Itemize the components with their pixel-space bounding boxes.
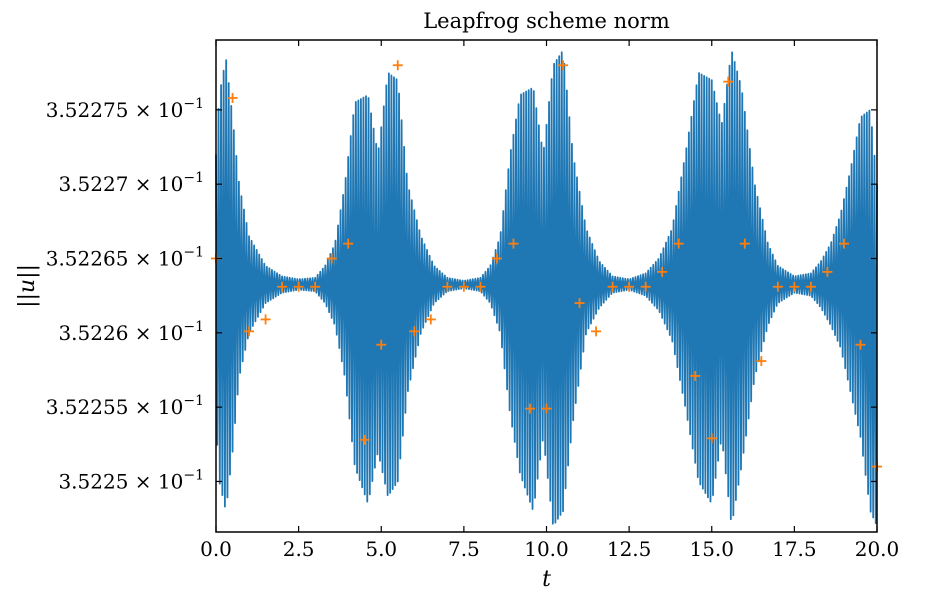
marker-point <box>541 403 552 414</box>
marker-layer <box>211 60 882 472</box>
marker-point <box>260 314 271 325</box>
marker-point <box>293 281 304 292</box>
marker-point <box>376 339 387 350</box>
marker-point <box>690 370 701 381</box>
marker-point <box>855 339 866 350</box>
y-axis-label: ||u|| <box>15 264 40 308</box>
marker-point <box>227 92 238 103</box>
x-tick-label: 5.0 <box>365 537 397 561</box>
marker-point <box>591 326 602 337</box>
marker-point <box>772 281 783 292</box>
x-axis: 0.0 2.5 5.0 7.5 10.0 12.5 15.0 17.5 20.0 <box>200 40 899 561</box>
marker-point <box>458 281 469 292</box>
marker-point <box>524 403 535 414</box>
marker-point <box>425 314 436 325</box>
y-axis: 3.5225 × 10−1 3.52255 × 10−1 3.5226 × 10−1… <box>46 96 877 493</box>
marker-point <box>838 238 849 249</box>
y-tick-label: 3.5226 × 10−1 <box>58 319 204 345</box>
y-tick-label: 3.52265 × 10−1 <box>46 245 204 271</box>
marker-point <box>739 238 750 249</box>
marker-point <box>706 433 717 444</box>
marker-point <box>574 298 585 309</box>
marker-point <box>607 281 618 292</box>
x-tick-label: 7.5 <box>448 537 480 561</box>
y-tick-label: 3.5227 × 10−1 <box>58 170 204 196</box>
marker-point <box>756 356 767 367</box>
y-tick-label: 3.52275 × 10−1 <box>46 96 204 122</box>
x-tick-label: 15.0 <box>689 537 734 561</box>
y-tick-label: 3.5225 × 10−1 <box>58 467 204 493</box>
marker-point <box>723 76 734 87</box>
x-axis-label: t <box>542 567 551 592</box>
x-tick-label: 12.5 <box>607 537 652 561</box>
marker-point <box>392 60 403 71</box>
marker-point <box>491 253 502 264</box>
marker-point <box>326 253 337 264</box>
norm-oscillation-line <box>215 51 878 525</box>
marker-point <box>558 60 569 71</box>
series-layer <box>215 51 878 525</box>
marker-point <box>673 238 684 249</box>
x-tick-label: 0.0 <box>200 537 232 561</box>
chart-title: Leapfrog scheme norm <box>423 9 670 33</box>
marker-point <box>657 266 668 277</box>
x-tick-label: 2.5 <box>283 537 315 561</box>
marker-point <box>822 266 833 277</box>
marker-point <box>244 326 255 337</box>
marker-point <box>640 281 651 292</box>
y-tick-label: 3.52255 × 10−1 <box>46 393 204 419</box>
marker-point <box>805 281 816 292</box>
marker-point <box>442 281 453 292</box>
marker-point <box>475 281 486 292</box>
marker-point <box>343 238 354 249</box>
marker-point <box>508 238 519 249</box>
marker-point <box>277 281 288 292</box>
x-tick-label: 17.5 <box>772 537 817 561</box>
marker-point <box>310 281 321 292</box>
marker-point <box>789 281 800 292</box>
marker-point <box>624 281 635 292</box>
x-tick-label: 10.0 <box>524 537 569 561</box>
x-tick-label: 20.0 <box>855 537 900 561</box>
marker-point <box>409 326 420 337</box>
marker-point <box>359 434 370 445</box>
